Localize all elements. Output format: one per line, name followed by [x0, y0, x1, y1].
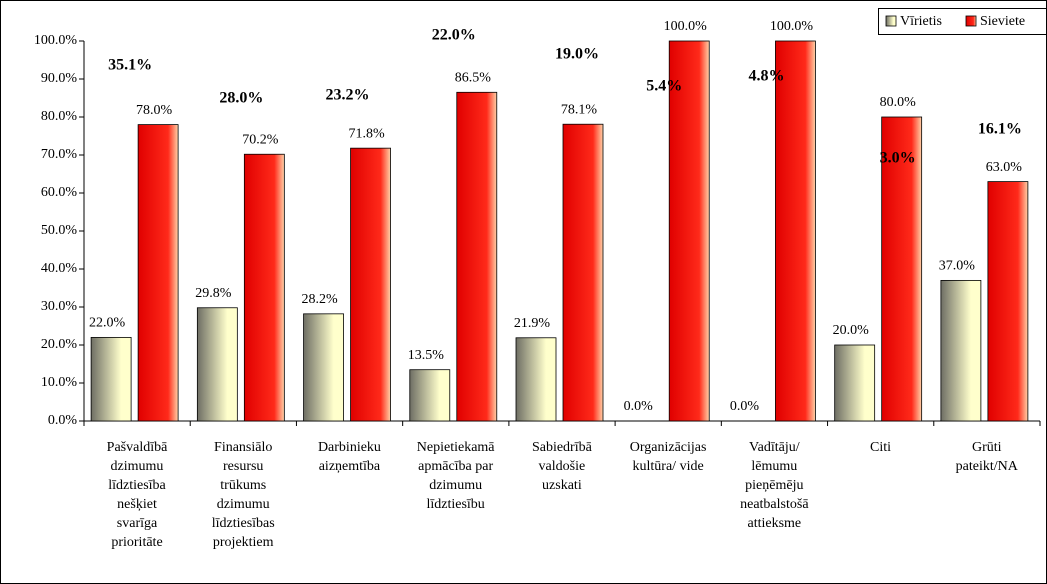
value-label: 86.5%: [455, 71, 492, 86]
y-tick-label: 90.0%: [41, 71, 78, 86]
value-label: 63.0%: [986, 160, 1023, 175]
bar: [881, 116, 923, 422]
bar: [775, 40, 816, 422]
value-label: 29.8%: [195, 286, 232, 301]
y-tick-label: 70.0%: [41, 147, 78, 162]
value-label: 22.0%: [89, 316, 126, 331]
y-tick-label: 10.0%: [41, 375, 78, 390]
value-label: 20.0%: [833, 323, 870, 338]
value-label: 0.0%: [730, 399, 760, 414]
annotation: 5.4%: [646, 78, 682, 95]
legend-label: Vīrietis: [900, 14, 942, 29]
bar: [987, 181, 1029, 422]
annotation: 22.0%: [432, 27, 476, 44]
value-label: 28.2%: [301, 292, 338, 307]
value-label: 21.9%: [514, 316, 551, 331]
y-tick-label: 20.0%: [41, 337, 78, 352]
bar: [668, 40, 710, 422]
value-label: 78.0%: [136, 103, 173, 118]
value-label: 13.5%: [408, 348, 445, 363]
annotation: 4.8%: [748, 68, 784, 85]
annotation: 3.0%: [880, 150, 916, 167]
value-label: 100.0%: [664, 19, 708, 34]
bar: [456, 91, 498, 422]
value-label: 70.2%: [242, 132, 279, 147]
x-tick-label: Sabiedrībā valdošie uzskati: [531, 440, 592, 493]
bar: [243, 153, 285, 422]
annotation: 19.0%: [555, 46, 599, 63]
bar: [834, 344, 876, 422]
value-label: 37.0%: [939, 259, 976, 274]
x-tick-label: Darbinieku aizņemtība: [317, 440, 381, 474]
legend-box: [878, 8, 1047, 35]
y-tick-label: 40.0%: [41, 261, 78, 276]
bar: [940, 279, 982, 422]
x-tick-label: Nepietiekamā apmācība par dzimumu līdzti…: [416, 440, 495, 512]
bar: [515, 337, 557, 422]
bar: [196, 307, 238, 422]
x-tick-label: Vadītāju/ lēmumu pieņēmēju neatbalstošā …: [740, 440, 809, 531]
y-tick-label: 30.0%: [41, 299, 78, 314]
annotation: 23.2%: [326, 87, 370, 104]
legend-swatch: [885, 15, 897, 27]
x-tick-label: Citi: [870, 440, 892, 455]
value-label: 0.0%: [624, 399, 654, 414]
x-tick-label: Organizācijas kultūra/ vide: [629, 440, 707, 474]
y-tick-label: 100.0%: [34, 33, 78, 48]
x-tick-label: Pašvaldībā dzimumu līdztiesība nešķiet s…: [106, 440, 168, 550]
bar: [350, 147, 391, 422]
annotation: 35.1%: [108, 57, 152, 74]
x-tick-label: Finansiālo resursu trūkums dzimumu līdzt…: [211, 440, 275, 550]
value-label: 80.0%: [880, 95, 917, 110]
value-label: 71.8%: [348, 126, 385, 141]
legend-label: Sieviete: [980, 14, 1025, 29]
y-tick-label: 50.0%: [41, 223, 78, 238]
x-tick-label: Grūti pateikt/NA: [955, 440, 1018, 474]
annotation: 16.1%: [978, 121, 1022, 138]
legend-swatch: [965, 15, 977, 27]
bar: [303, 313, 344, 422]
bar: [409, 369, 451, 422]
bar: [137, 124, 179, 422]
value-label: 78.1%: [561, 102, 598, 117]
y-tick-label: 80.0%: [41, 109, 78, 124]
bar: [562, 123, 604, 422]
y-tick-label: 60.0%: [41, 185, 78, 200]
annotation: 28.0%: [219, 90, 263, 107]
value-label: 100.0%: [770, 19, 814, 34]
y-tick-label: 0.0%: [48, 413, 78, 428]
bar: [90, 336, 132, 422]
